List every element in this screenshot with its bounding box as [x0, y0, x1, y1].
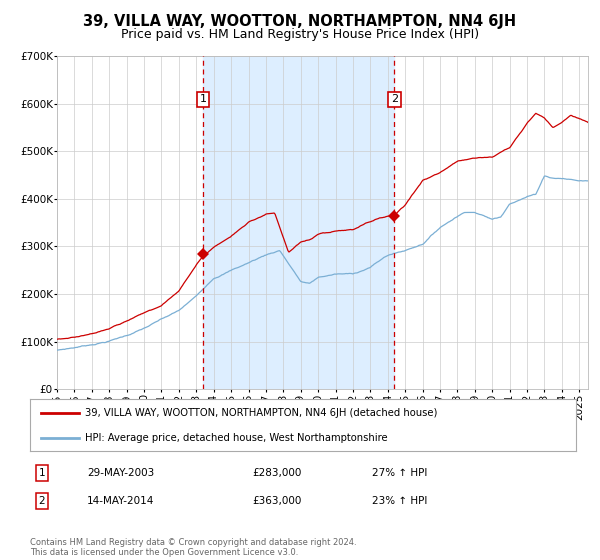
Text: 39, VILLA WAY, WOOTTON, NORTHAMPTON, NN4 6JH (detached house): 39, VILLA WAY, WOOTTON, NORTHAMPTON, NN4… — [85, 408, 437, 418]
Text: 2: 2 — [391, 94, 398, 104]
Text: £283,000: £283,000 — [252, 468, 301, 478]
Text: 2: 2 — [38, 496, 46, 506]
Text: 39, VILLA WAY, WOOTTON, NORTHAMPTON, NN4 6JH: 39, VILLA WAY, WOOTTON, NORTHAMPTON, NN4… — [83, 14, 517, 29]
Text: 27% ↑ HPI: 27% ↑ HPI — [372, 468, 427, 478]
Text: 23% ↑ HPI: 23% ↑ HPI — [372, 496, 427, 506]
Bar — [203, 56, 394, 389]
Text: HPI: Average price, detached house, West Northamptonshire: HPI: Average price, detached house, West… — [85, 433, 387, 443]
Text: Contains HM Land Registry data © Crown copyright and database right 2024.
This d: Contains HM Land Registry data © Crown c… — [30, 538, 356, 557]
Text: £363,000: £363,000 — [252, 496, 301, 506]
Text: 29-MAY-2003: 29-MAY-2003 — [87, 468, 154, 478]
Text: Price paid vs. HM Land Registry's House Price Index (HPI): Price paid vs. HM Land Registry's House … — [121, 28, 479, 41]
Text: 1: 1 — [199, 94, 206, 104]
Text: 14-MAY-2014: 14-MAY-2014 — [87, 496, 154, 506]
Text: 1: 1 — [38, 468, 46, 478]
